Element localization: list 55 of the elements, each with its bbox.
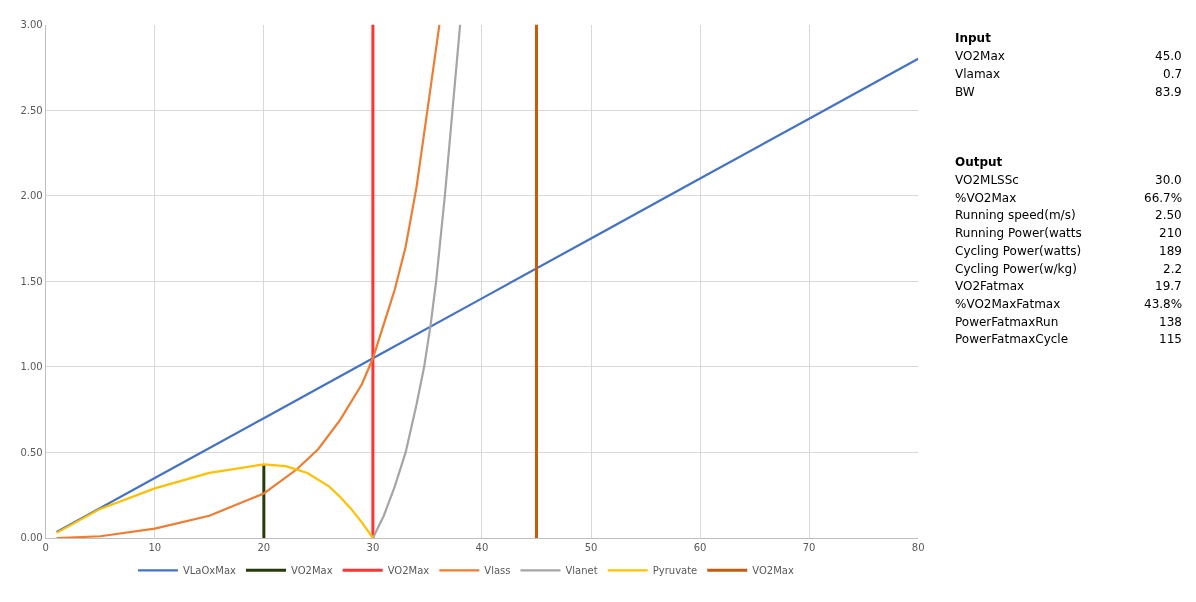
category-label: VO2Max <box>955 49 1005 63</box>
category-label: %VO2Max <box>955 191 1017 205</box>
category-label: Vlamax <box>955 67 1001 81</box>
text: 115 <box>1159 332 1182 346</box>
category-label: Input <box>955 31 992 45</box>
legend-label: VLaOxMax <box>182 565 237 577</box>
x-tick-label: 20 <box>257 541 271 553</box>
category-label: Cycling Power(watts) <box>955 244 1082 258</box>
line-series <box>55 57 919 534</box>
text: 66.7% <box>1144 191 1183 205</box>
text: 45.0 <box>1155 49 1182 63</box>
text: 210 <box>1159 226 1182 240</box>
x-tick-label: 50 <box>584 541 598 553</box>
legend-label: VO2Max <box>752 565 794 577</box>
x-tick-label: 10 <box>148 541 162 553</box>
category-label: PowerFatmaxCycle <box>955 332 1069 346</box>
y-tick-label: 0.50 <box>20 446 43 458</box>
category-label: PowerFatmaxRun <box>955 315 1059 329</box>
y-tick-label: 2.00 <box>20 190 43 202</box>
category-label: VO2Fatmax <box>955 279 1025 293</box>
line-series <box>55 463 374 538</box>
text: 30.0 <box>1155 173 1182 187</box>
legend-label: Vlass <box>484 565 511 577</box>
legend-label: VO2Max <box>291 565 333 577</box>
text: 138 <box>1159 315 1182 329</box>
x-tick-label: 70 <box>802 541 816 553</box>
text: 189 <box>1159 244 1182 258</box>
text: 0.7 <box>1163 67 1183 81</box>
category-label: VO2MLSSc <box>955 173 1019 187</box>
category-label: Cycling Power(w/kg) <box>955 262 1077 276</box>
category-label: Running speed(m/s) <box>955 208 1076 222</box>
text: 19.7 <box>1155 279 1182 293</box>
legend-label: Vlanet <box>565 565 598 577</box>
category-label: Output <box>955 155 1003 169</box>
x-tick-label: 40 <box>475 541 489 553</box>
y-tick-label: 0.00 <box>20 532 43 544</box>
text: 43.8% <box>1144 297 1183 311</box>
text: 83.9 <box>1155 85 1182 99</box>
x-tick-label: 0 <box>42 541 49 553</box>
y-tick-label: 1.50 <box>20 275 43 287</box>
category-label: %VO2MaxFatmax <box>955 297 1061 311</box>
legend-label: Pyruvate <box>652 565 698 577</box>
x-tick-label: 60 <box>693 541 707 553</box>
legend-label: VO2Max <box>387 565 430 577</box>
x-tick-label: 30 <box>366 541 380 553</box>
y-tick-label: 3.00 <box>20 19 43 31</box>
text: 2.50 <box>1155 208 1182 222</box>
y-tick-label: 2.50 <box>20 104 43 116</box>
category-label: Running Power(watts <box>955 226 1082 240</box>
line-series <box>371 24 462 538</box>
line-series <box>55 24 441 538</box>
x-tick-label: 80 <box>911 541 925 553</box>
y-tick-label: 1.00 <box>20 361 43 373</box>
category-label: BW <box>955 85 975 99</box>
text: 2.2 <box>1163 262 1183 276</box>
